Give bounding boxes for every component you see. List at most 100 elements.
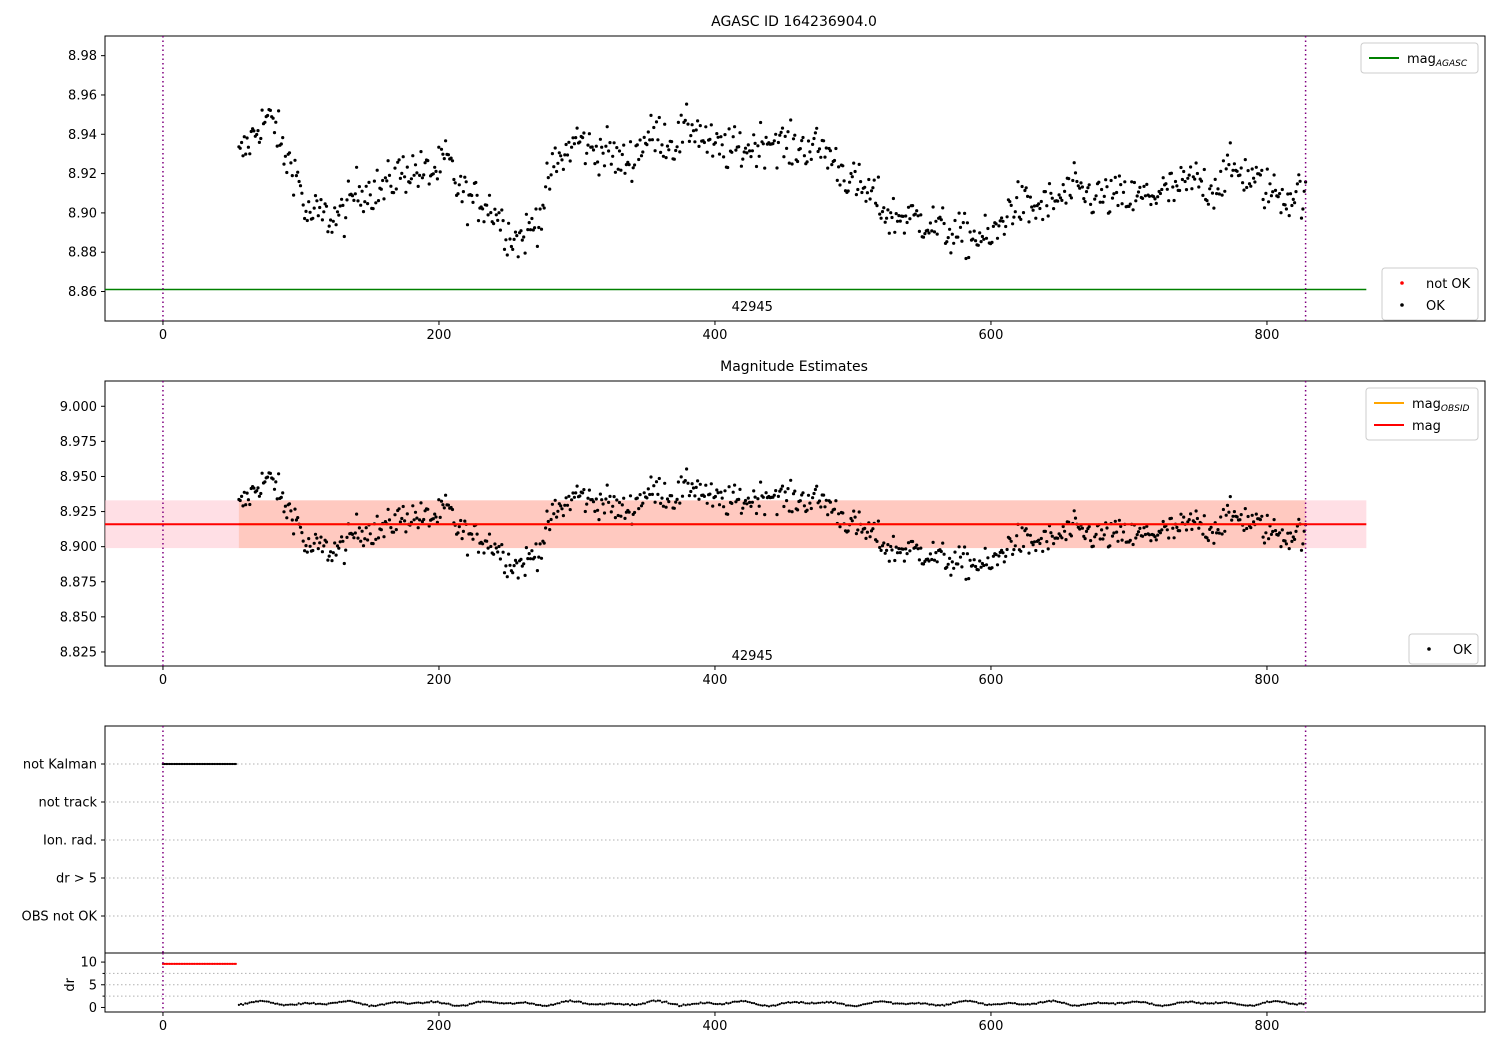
mag-estimate-point — [1187, 518, 1191, 522]
mag-estimate-point — [366, 538, 370, 542]
mag-estimate-point — [897, 547, 901, 551]
dr-point — [466, 1004, 469, 1007]
not-kalman-flag-point — [183, 762, 186, 766]
mag-estimate-point — [979, 565, 983, 569]
mag-estimate-point — [1149, 539, 1153, 543]
dr-point — [1092, 1002, 1096, 1005]
dr-not-ok-point — [170, 962, 173, 966]
mag-point — [990, 240, 994, 244]
mag-point — [694, 128, 698, 132]
dr-point — [515, 1001, 518, 1005]
mag-point — [1005, 215, 1009, 219]
mag-point — [859, 180, 863, 184]
mag-point — [911, 204, 915, 208]
dr-point — [340, 1000, 343, 1004]
dr-point — [327, 1002, 330, 1005]
mag-estimate-point — [676, 480, 681, 484]
dr-point — [363, 1003, 367, 1006]
mag-estimate-point — [1201, 532, 1205, 536]
mag-estimate-point — [481, 542, 485, 546]
mag-point — [646, 130, 650, 134]
dr-point — [494, 1001, 497, 1004]
mag-estimate-point — [808, 501, 812, 505]
dr-point — [823, 1001, 826, 1004]
dr-point — [836, 1002, 839, 1005]
mag-point — [608, 141, 612, 145]
dr-not-ok-point — [166, 962, 169, 966]
mag-estimate-point — [887, 559, 891, 563]
dr-point — [951, 1001, 955, 1004]
mag-point — [1008, 200, 1012, 204]
mag-estimate-point — [860, 530, 864, 534]
y-tick-label: 0 — [89, 1001, 97, 1016]
mag-point — [1046, 214, 1050, 218]
dr-point — [791, 1001, 794, 1004]
mag-point — [616, 167, 620, 171]
mag-point — [1273, 188, 1278, 192]
mag-point — [344, 216, 348, 220]
mag-point — [750, 149, 755, 153]
mag-estimate-point — [956, 562, 960, 566]
legend-marker — [1427, 647, 1431, 651]
dr-point — [727, 1002, 730, 1005]
dr-point — [906, 1002, 910, 1006]
mag-point — [984, 236, 989, 240]
dr-point — [417, 1001, 420, 1004]
mag-estimate-point — [645, 496, 649, 500]
mag-point — [1169, 171, 1173, 175]
x-tick-label: 0 — [159, 1019, 167, 1034]
dr-point — [1216, 1002, 1220, 1005]
mag-estimate-point — [1034, 548, 1038, 553]
mag-point — [828, 149, 833, 153]
mag-point — [650, 138, 655, 142]
dr-point — [464, 1004, 467, 1007]
mag-point — [559, 154, 563, 158]
mag-point — [1215, 192, 1219, 196]
dr-point — [866, 1002, 869, 1005]
not-kalman-flag-point — [173, 762, 176, 766]
dr-point — [483, 1000, 486, 1003]
not-kalman-flag-point — [214, 762, 218, 766]
dr-point — [1191, 1000, 1194, 1003]
mag-estimate-point — [609, 510, 613, 514]
mag-point — [360, 189, 364, 193]
mag-estimate-point — [1227, 510, 1231, 514]
dr-point — [1080, 1003, 1083, 1007]
mag-point — [331, 219, 335, 223]
dr-point — [804, 1002, 807, 1005]
dr-point — [237, 1003, 240, 1007]
mag-point — [653, 149, 657, 153]
mag-estimate-point — [375, 514, 379, 518]
dr-point — [1272, 1000, 1275, 1003]
mag-estimate-point — [535, 569, 540, 573]
dr-point — [254, 1000, 258, 1003]
mag-estimate-point — [1172, 536, 1176, 540]
mag-point — [689, 134, 693, 138]
mag-estimate-point — [1031, 543, 1035, 547]
dr-point — [699, 1001, 702, 1004]
mag-estimate-point — [1050, 534, 1054, 538]
dr-not-ok-point — [191, 962, 194, 966]
mag-estimate-point — [441, 503, 445, 507]
mag-estimate-point — [268, 471, 272, 475]
mag-point — [979, 240, 983, 244]
mag-point — [1068, 193, 1072, 197]
dr-point — [1167, 1004, 1170, 1007]
mag-estimate-point — [886, 543, 890, 547]
dr-not-ok-point — [224, 962, 227, 966]
mag-point — [923, 232, 927, 236]
dr-point — [924, 1002, 927, 1005]
mag-point — [759, 120, 763, 125]
dr-not-ok-point — [180, 962, 183, 966]
mag-estimate-point — [880, 544, 885, 548]
mag-point — [246, 145, 250, 149]
not-kalman-flag-point — [181, 762, 184, 766]
mag-estimate-point — [1098, 537, 1102, 541]
mag-point — [891, 196, 896, 201]
mag-point — [507, 221, 511, 225]
dr-point — [883, 1000, 886, 1003]
mag-point — [997, 224, 1001, 228]
mag-point — [1286, 192, 1290, 196]
mag-estimate-point — [1286, 531, 1290, 535]
mag-estimate-point — [350, 532, 355, 537]
